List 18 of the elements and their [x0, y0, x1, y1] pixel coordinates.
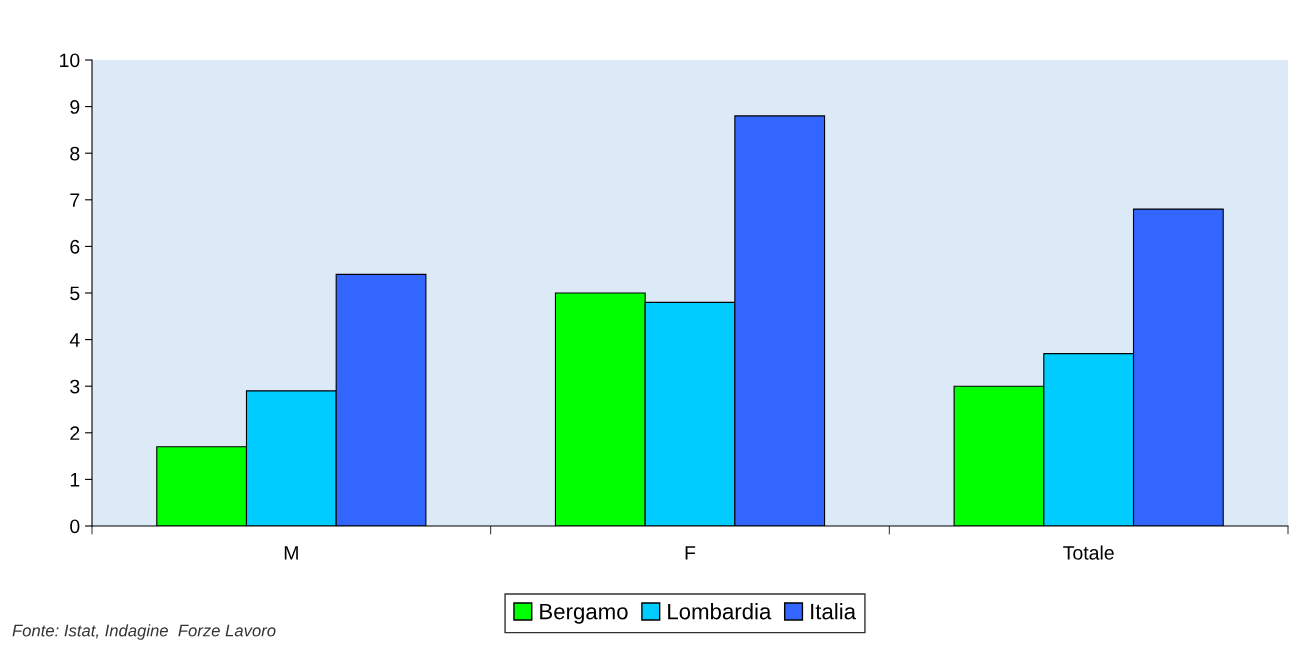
y-tick-label: 0 [70, 519, 80, 534]
y-tick-label: 7 [70, 193, 80, 207]
y-tick-label: 1 [70, 473, 80, 487]
legend-label: Bergamo [540, 603, 628, 624]
y-tick-label: 2 [70, 426, 80, 440]
y-tick-label: 3 [70, 379, 80, 394]
x-tick-label: Totale [1063, 545, 1114, 560]
y-tick-label: 9 [70, 100, 80, 114]
y-tick-label: 10 [60, 53, 80, 68]
x-tick-label: F [685, 546, 696, 560]
y-tick-label: 4 [69, 333, 80, 347]
legend-label: Italia [811, 603, 857, 620]
legend-label: Lombardia [668, 603, 772, 620]
x-tick-label: M [284, 546, 298, 560]
y-tick-label: 8 [70, 146, 80, 161]
y-tick-label: 6 [70, 239, 80, 254]
y-tick-label: 5 [70, 286, 80, 301]
source-note: Fonte: Istat, Indagine Forze Lavoro [12, 624, 276, 640]
